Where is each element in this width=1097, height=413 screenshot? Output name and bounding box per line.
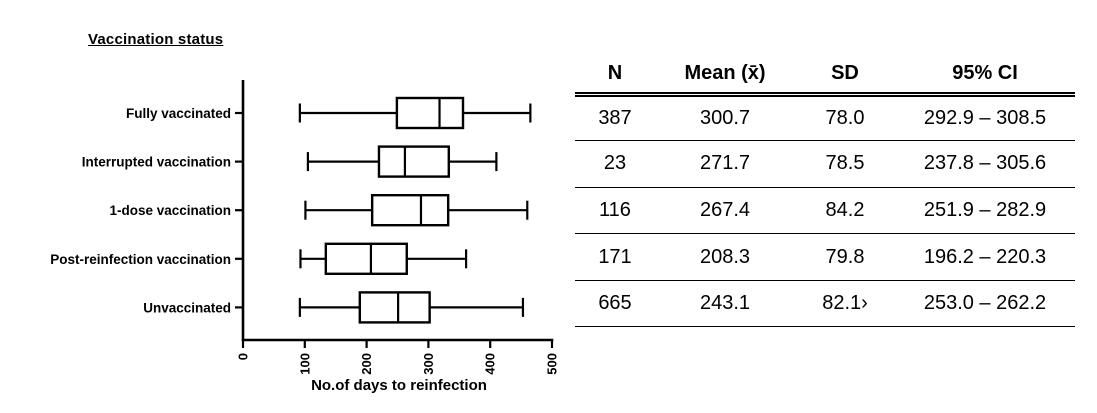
- cell-n: 23: [575, 140, 655, 188]
- box: [324, 242, 408, 276]
- cell-mean: 267.4: [655, 187, 795, 235]
- category-label: Post-reinfection vaccination: [50, 252, 231, 267]
- box: [377, 145, 450, 178]
- header-sd: SD: [795, 55, 895, 97]
- table-row: 23 271.7 78.5 237.8 – 305.6: [575, 140, 1075, 188]
- cell-sd: 79.8: [795, 233, 895, 281]
- cell-mean: 208.3: [655, 233, 795, 281]
- category-label: 1-dose vaccination: [109, 203, 231, 218]
- cell-n: 387: [575, 94, 655, 142]
- stats-table: N Mean (x̄) SD 95% CI 387 300.7 78.0 292…: [575, 55, 1075, 328]
- cell-n: 665: [575, 280, 655, 328]
- cell-n: 116: [575, 187, 655, 235]
- cell-ci: 253.0 – 262.2: [895, 280, 1075, 328]
- cell-ci: 292.9 – 308.5: [895, 94, 1075, 142]
- cell-mean: 271.7: [655, 140, 795, 188]
- table-row: 116 267.4 84.2 251.9 – 282.9: [575, 187, 1075, 235]
- cell-n: 171: [575, 233, 655, 281]
- cell-mean: 243.1: [655, 280, 795, 328]
- table-row: 665 243.1 82.1› 253.0 – 262.2: [575, 280, 1075, 328]
- cell-sd: 84.2: [795, 187, 895, 235]
- table-row: 387 300.7 78.0 292.9 – 308.5: [575, 94, 1075, 142]
- cell-ci: 237.8 – 305.6: [895, 140, 1075, 188]
- x-tick-label: 500: [545, 353, 560, 375]
- category-label: Fully vaccinated: [126, 106, 231, 121]
- cell-mean: 300.7: [655, 94, 795, 142]
- cell-ci: 196.2 – 220.3: [895, 233, 1075, 281]
- chart-title: Vaccination status: [88, 31, 224, 48]
- x-tick-label: 400: [483, 353, 498, 375]
- boxplot-chart: 0 100 200 300 400 500 Fully vaccinated Interrup…: [50, 80, 560, 375]
- box: [358, 291, 431, 324]
- category-label: Unvaccinated: [143, 300, 231, 315]
- x-axis-title: No.of days to reinfection: [311, 377, 487, 394]
- cell-sd: 82.1›: [795, 280, 895, 328]
- header-ci: 95% CI: [895, 55, 1075, 97]
- x-tick-label: 100: [297, 353, 312, 375]
- table-header-row: N Mean (x̄) SD 95% CI: [575, 55, 1075, 97]
- header-n: N: [575, 55, 655, 97]
- box: [395, 96, 465, 130]
- x-tick-label: 0: [236, 353, 251, 360]
- cell-sd: 78.0: [795, 94, 895, 142]
- x-tick-label: 300: [421, 353, 436, 375]
- box: [370, 193, 450, 227]
- x-tick-label: 200: [359, 353, 374, 375]
- cell-sd: 78.5: [795, 140, 895, 188]
- table-row: 171 208.3 79.8 196.2 – 220.3: [575, 233, 1075, 281]
- category-label: Interrupted vaccination: [82, 155, 231, 170]
- header-mean: Mean (x̄): [655, 55, 795, 97]
- cell-ci: 251.9 – 282.9: [895, 187, 1075, 235]
